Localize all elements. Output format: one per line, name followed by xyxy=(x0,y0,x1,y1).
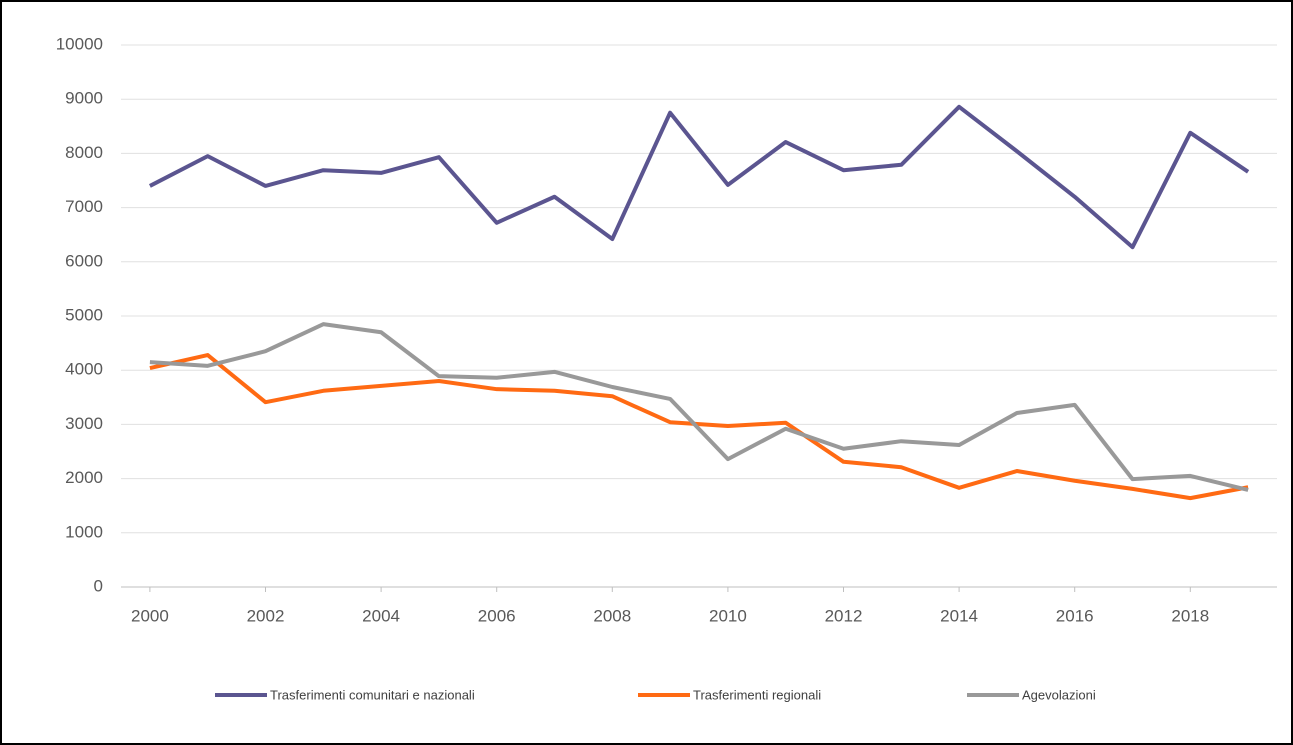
legend-label: Trasferimenti comunitari e nazionali xyxy=(270,687,475,702)
y-tick-label: 10000 xyxy=(56,34,103,53)
y-tick-label: 5000 xyxy=(65,305,103,324)
legend-label: Agevolazioni xyxy=(1022,687,1096,702)
y-tick-label: 0 xyxy=(94,576,103,595)
series-line xyxy=(149,322,1249,492)
x-tick-label: 2018 xyxy=(1171,606,1209,625)
x-tick-label: 2002 xyxy=(247,606,285,625)
x-tick-label: 2016 xyxy=(1056,606,1094,625)
x-tick-label: 2012 xyxy=(825,606,863,625)
x-tick-label: 2006 xyxy=(478,606,516,625)
y-tick-label: 7000 xyxy=(65,197,103,216)
y-tick-label: 8000 xyxy=(65,143,103,162)
x-tick-label: 2010 xyxy=(709,606,747,625)
series-line xyxy=(149,353,1249,501)
y-tick-label: 9000 xyxy=(65,89,103,108)
y-tick-label: 2000 xyxy=(65,468,103,487)
y-tick-label: 3000 xyxy=(65,414,103,433)
y-tick-label: 1000 xyxy=(65,522,103,541)
y-tick-label: 4000 xyxy=(65,360,103,379)
y-tick-label: 6000 xyxy=(65,251,103,270)
x-tick-label: 2008 xyxy=(593,606,631,625)
x-tick-label: 2014 xyxy=(940,606,978,625)
x-tick-label: 2004 xyxy=(362,606,400,625)
series-line xyxy=(148,104,1250,250)
legend-label: Trasferimenti regionali xyxy=(693,687,821,702)
x-tick-label: 2000 xyxy=(131,606,169,625)
